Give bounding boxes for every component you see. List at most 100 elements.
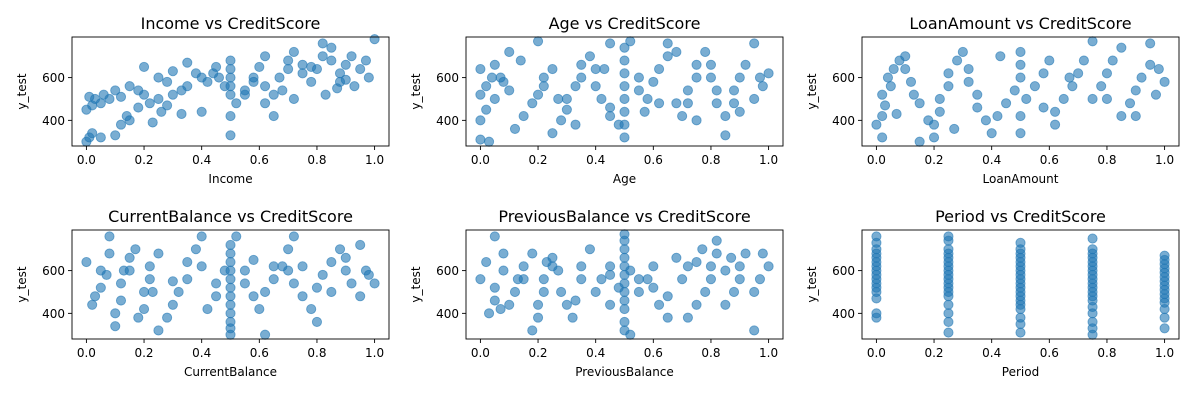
x-tick-label: 1.0: [759, 153, 778, 167]
data-point: [567, 312, 578, 323]
data-point: [584, 244, 595, 255]
data-point: [87, 299, 98, 310]
x-tick-label: 0.2: [134, 346, 153, 360]
x-tick-label: 0.4: [192, 153, 211, 167]
data-point: [153, 72, 164, 83]
x-tick-label: 0.6: [250, 153, 269, 167]
data-point: [691, 72, 702, 83]
data-point: [882, 72, 893, 83]
data-point: [1064, 72, 1075, 83]
data-point: [153, 325, 164, 336]
data-point: [619, 295, 630, 306]
data-point: [880, 100, 891, 111]
data-point: [605, 269, 616, 280]
x-axis-label: Age: [613, 172, 636, 186]
data-point: [619, 252, 630, 263]
data-point: [283, 64, 294, 75]
data-point: [84, 91, 95, 102]
data-point: [885, 81, 896, 92]
data-point: [124, 81, 135, 92]
data-point: [561, 104, 572, 115]
data-point: [225, 55, 236, 66]
data-point: [728, 85, 740, 96]
scatter-points: [475, 36, 774, 147]
y-axis-label: y_test: [805, 73, 819, 109]
data-point: [720, 265, 731, 276]
y-tick-label: 400: [436, 307, 459, 321]
data-point: [332, 83, 343, 94]
data-point: [1116, 111, 1127, 122]
data-point: [334, 244, 346, 255]
data-point: [340, 265, 351, 276]
subplot-4: 0.0 0.2 0.4 0.6 0.8 1.0 400 600 CurrentBalance v…: [15, 207, 390, 379]
data-point: [642, 274, 653, 285]
data-point: [239, 278, 250, 289]
data-point: [254, 304, 265, 315]
data-point: [162, 312, 173, 323]
data-point: [115, 119, 127, 130]
data-point: [1015, 327, 1026, 338]
x-tick-label: 0.2: [924, 346, 943, 360]
data-point: [648, 76, 659, 87]
data-point: [734, 274, 745, 285]
data-point: [225, 64, 236, 75]
y-tick-label: 400: [832, 114, 855, 128]
data-point: [633, 85, 644, 96]
y-tick-label: 600: [832, 71, 855, 85]
data-point: [1073, 68, 1084, 79]
data-point: [619, 278, 630, 289]
data-point: [639, 106, 650, 117]
data-point: [700, 286, 711, 298]
data-point: [527, 325, 538, 336]
data-point: [682, 261, 693, 272]
data-point: [504, 299, 515, 310]
axes-frame: [861, 36, 1180, 147]
data-point: [697, 244, 708, 255]
x-tick-label: 0.8: [701, 153, 720, 167]
data-point: [888, 64, 899, 75]
data-point: [533, 312, 544, 323]
x-tick-label: 0.4: [982, 153, 1001, 167]
data-point: [711, 235, 722, 246]
x-tick-label: 1.0: [365, 153, 384, 167]
data-point: [202, 304, 213, 315]
data-point: [677, 274, 688, 285]
data-point: [625, 265, 636, 276]
data-point: [110, 308, 121, 319]
data-point: [115, 278, 127, 289]
data-point: [147, 286, 158, 298]
data-point: [625, 36, 636, 47]
data-point: [877, 111, 888, 122]
x-axis-label: CurrentBalance: [184, 365, 277, 379]
data-point: [642, 93, 653, 105]
data-point: [943, 299, 954, 310]
data-point: [590, 64, 601, 75]
data-point: [162, 100, 173, 111]
data-point: [1044, 55, 1055, 66]
data-point: [260, 51, 271, 62]
data-point: [691, 59, 702, 70]
data-point: [648, 282, 659, 293]
data-point: [90, 291, 101, 302]
x-tick-label: 0.0: [77, 153, 96, 167]
data-point: [260, 81, 271, 92]
x-tick-label: 1.0: [1155, 346, 1174, 360]
data-point: [943, 308, 954, 319]
data-point: [952, 55, 963, 66]
data-point: [355, 64, 366, 75]
data-point: [133, 312, 144, 323]
data-point: [248, 76, 259, 87]
subplot-title: PreviousBalance vs CreditScore: [498, 207, 750, 226]
x-tick-label: 1.0: [759, 346, 778, 360]
data-point: [104, 231, 115, 242]
data-point: [619, 244, 630, 255]
data-point: [605, 261, 616, 272]
scatter-points: [81, 34, 380, 147]
data-point: [196, 106, 207, 117]
y-tick-label: 400: [42, 114, 65, 128]
data-point: [648, 261, 659, 272]
data-point: [498, 265, 509, 276]
data-point: [914, 98, 925, 109]
data-point: [538, 72, 549, 83]
data-point: [274, 72, 285, 83]
